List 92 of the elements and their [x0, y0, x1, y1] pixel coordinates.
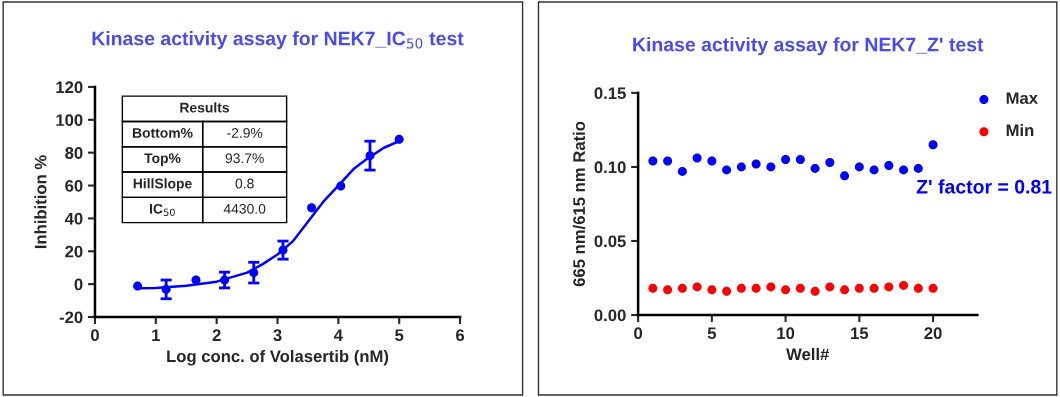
annotation: HillSlope [133, 178, 192, 192]
chart-title: Kinase activity assay for NEK7_IC$_{50}$ test [92, 31, 464, 50]
point [707, 285, 717, 295]
y-tick-label: 80 [65, 147, 83, 159]
x-axis-title: Log conc. of Volasertib (nM) [167, 349, 389, 366]
point [825, 282, 835, 292]
point [648, 156, 658, 166]
legend-label: Max [1006, 92, 1038, 105]
y-tick-label: 120 [56, 81, 83, 94]
x-tick-label: 5 [395, 329, 404, 342]
point [795, 155, 805, 165]
y-tick-label: 20 [65, 245, 83, 258]
point [913, 283, 923, 293]
y-tick-label: 60 [65, 179, 83, 192]
annotation: 4430.0 [223, 203, 266, 214]
point [869, 283, 879, 293]
point [751, 283, 761, 293]
y-tick-label: 0.15 [594, 87, 626, 100]
point [884, 160, 894, 170]
point [191, 275, 201, 285]
x-tick-label: 5 [707, 327, 717, 340]
x-tick-label: 10 [777, 327, 795, 340]
point [869, 165, 879, 175]
point [677, 283, 687, 293]
annotation: Top% [144, 153, 181, 166]
annotation: 0.8 [235, 178, 254, 189]
point [854, 162, 864, 172]
point [394, 134, 404, 144]
point [336, 181, 346, 191]
point [736, 162, 746, 172]
point [692, 282, 702, 292]
annotation: Bottom% [132, 128, 193, 138]
point [781, 285, 791, 295]
point [810, 286, 820, 296]
y-tick-label: 0.00 [594, 309, 626, 322]
x-axis-title: Well# [786, 347, 830, 361]
annotation: -2.9% [227, 128, 263, 138]
point [795, 283, 805, 293]
point [278, 245, 288, 255]
point [648, 283, 658, 293]
point [781, 155, 791, 165]
y-tick-label: 0 [74, 278, 83, 291]
annotation: IC$_{50}$ [150, 203, 175, 217]
point [722, 165, 732, 175]
point [161, 284, 171, 294]
x-tick-label: 1 [152, 329, 160, 341]
x-tick-label: 20 [924, 327, 942, 340]
point [365, 151, 375, 161]
x-tick-label: 3 [273, 329, 282, 342]
point [899, 165, 909, 175]
point [249, 268, 259, 278]
chart-title: Kinase activity assay for NEK7_Z' test [633, 37, 984, 56]
point [707, 156, 717, 166]
point [751, 159, 761, 169]
y-tick-label: 40 [64, 212, 83, 225]
point [722, 286, 732, 296]
point [663, 156, 673, 166]
point [928, 140, 938, 150]
point [928, 283, 938, 293]
x-tick-label: 0 [91, 329, 99, 342]
y-tick-label: 0.10 [594, 161, 626, 174]
x-tick-label: 15 [851, 327, 869, 340]
point [913, 163, 923, 173]
annotation: Z' factor = 0.81 [916, 179, 1052, 194]
point [840, 285, 850, 295]
x-tick-label: 2 [212, 329, 221, 341]
x-tick-label: 0 [634, 327, 643, 340]
y-tick-label: 0.05 [594, 235, 626, 248]
point [736, 283, 746, 293]
legend-label: Min [1006, 123, 1034, 137]
point [220, 275, 230, 285]
point [766, 282, 776, 292]
x-tick-label: 6 [456, 329, 465, 342]
point [884, 282, 894, 292]
y-axis-title: 665 nm/615 nm Ratio [572, 121, 586, 287]
y-tick-label: -20 [59, 311, 83, 324]
y-tick-label: 100 [56, 114, 83, 127]
x-tick-label: 4 [333, 329, 343, 341]
point [825, 158, 835, 167]
point [307, 203, 317, 213]
y-axis-title: Inhibition % [34, 155, 47, 249]
point [766, 162, 776, 172]
annotation: 93.7% [225, 153, 264, 164]
point [810, 163, 820, 173]
annotation: Results [180, 102, 230, 113]
point [854, 283, 864, 293]
point [840, 171, 850, 181]
point [899, 280, 909, 290]
point [692, 153, 702, 163]
point [663, 285, 673, 295]
point [133, 281, 143, 291]
point [677, 166, 687, 176]
